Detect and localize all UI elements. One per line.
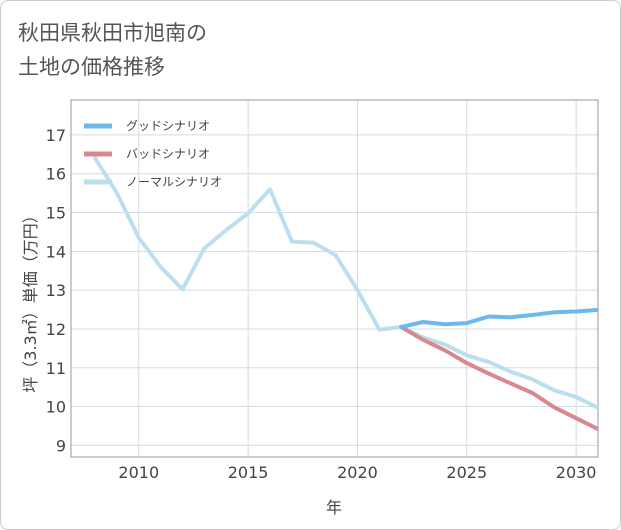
y-tick-label: 17 xyxy=(46,126,66,145)
series-group xyxy=(93,156,598,432)
y-tick-label: 13 xyxy=(46,281,66,300)
series-line-0 xyxy=(399,307,598,329)
chart-title-line1: 秋田県秋田市旭南の xyxy=(18,21,207,45)
x-tick-label: 2030 xyxy=(556,463,597,482)
chart-title-line2: 土地の価格推移 xyxy=(18,55,165,79)
plot-frame xyxy=(70,99,599,458)
series-line-1 xyxy=(399,325,598,432)
legend-label-2: ノーマルシナリオ xyxy=(126,175,222,189)
y-tick-label: 9 xyxy=(56,436,66,455)
x-tick-label: 2020 xyxy=(337,463,378,482)
chart-title: 秋田県秋田市旭南の 土地の価格推移 xyxy=(18,16,207,84)
y-tick-label: 15 xyxy=(46,204,66,223)
series-line-2 xyxy=(93,156,598,410)
legend-label-1: バッドシナリオ xyxy=(126,147,210,161)
grid-lines xyxy=(71,100,598,457)
x-tick-label: 2015 xyxy=(228,463,269,482)
y-tick-label: 16 xyxy=(46,165,66,184)
x-tick-label: 2025 xyxy=(446,463,487,482)
x-axis-label: 年 xyxy=(326,498,342,517)
y-tick-label: 10 xyxy=(46,398,66,417)
x-tick-label: 2010 xyxy=(118,463,159,482)
y-tick-label: 11 xyxy=(46,359,66,378)
y-tick-label: 14 xyxy=(46,242,66,261)
y-axis-label: 坪（3.3㎡）単価（万円） xyxy=(21,207,40,392)
y-tick-labels: 9 10 11 12 13 14 15 16 17 xyxy=(46,126,66,455)
legend-label-0: グッドシナリオ xyxy=(126,119,210,133)
x-tick-labels: 2010 2015 2020 2025 2030 xyxy=(118,463,596,482)
y-tick-label: 12 xyxy=(46,320,66,339)
